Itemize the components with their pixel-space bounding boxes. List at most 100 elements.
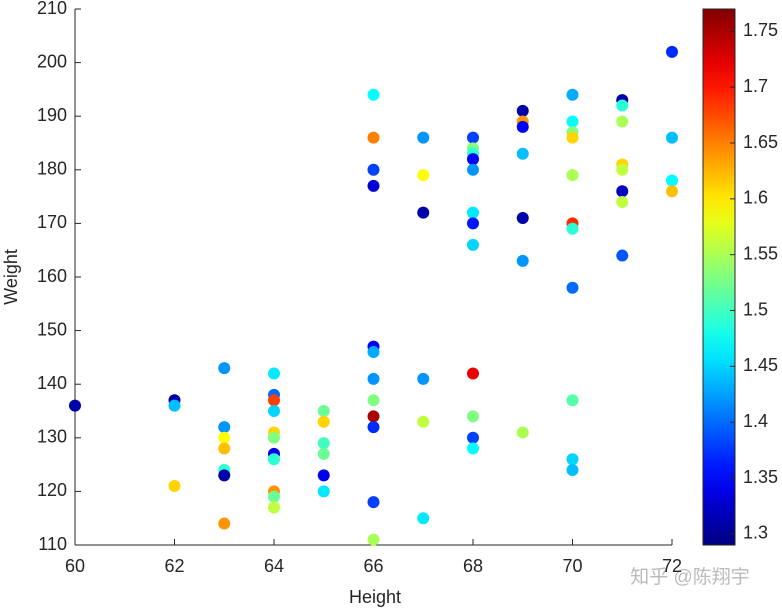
x-axis-label: Height xyxy=(349,587,401,607)
point xyxy=(218,442,231,455)
x-tick-label: 70 xyxy=(562,556,582,576)
point xyxy=(168,399,181,412)
point xyxy=(566,169,579,182)
point xyxy=(317,485,330,498)
colorbar-tick-label: 1.65 xyxy=(743,132,778,152)
x-tick-label: 60 xyxy=(65,556,85,576)
point xyxy=(417,512,430,525)
point xyxy=(367,163,380,176)
point xyxy=(268,490,280,503)
point xyxy=(566,281,579,294)
point xyxy=(367,410,380,423)
point xyxy=(666,131,678,144)
x-tick-label: 64 xyxy=(264,556,284,576)
watermark: 知乎 @陈翔宇 xyxy=(630,566,750,588)
point xyxy=(417,415,430,428)
point xyxy=(516,254,529,267)
point xyxy=(467,206,479,219)
point xyxy=(467,131,479,144)
point xyxy=(467,431,479,444)
colorbar-tick-label: 1.75 xyxy=(743,20,778,40)
colorbar-tick-label: 1.7 xyxy=(743,76,768,96)
point xyxy=(666,174,678,187)
colorbar-tick-label: 1.55 xyxy=(743,243,778,263)
point xyxy=(467,163,479,176)
point xyxy=(566,222,579,235)
point xyxy=(367,88,380,101)
colorbar-tick-label: 1.6 xyxy=(743,188,768,208)
point xyxy=(566,463,579,476)
y-tick-label: 130 xyxy=(37,427,67,447)
y-tick-label: 150 xyxy=(37,319,67,339)
point xyxy=(268,431,280,444)
point xyxy=(516,212,529,225)
point xyxy=(367,394,380,407)
y-axis-label: Weight xyxy=(1,249,21,305)
point xyxy=(417,372,430,385)
point xyxy=(367,421,380,434)
point xyxy=(317,447,330,460)
point xyxy=(516,426,529,439)
y-tick-label: 190 xyxy=(37,105,67,125)
point xyxy=(218,362,231,375)
point xyxy=(268,394,280,407)
point xyxy=(516,120,529,133)
colorbar-tick-label: 1.4 xyxy=(743,411,768,431)
point xyxy=(666,185,678,198)
point xyxy=(616,99,629,112)
point xyxy=(367,496,380,509)
y-tick-label: 160 xyxy=(37,266,67,286)
colorbar-tick-label: 1.5 xyxy=(743,299,768,319)
point xyxy=(317,405,330,417)
point xyxy=(616,195,629,208)
point xyxy=(69,399,81,412)
point xyxy=(168,480,181,493)
point xyxy=(317,415,330,428)
y-tick-label: 200 xyxy=(37,51,67,71)
point xyxy=(566,115,579,128)
point xyxy=(616,115,629,128)
point xyxy=(616,185,629,198)
point xyxy=(367,533,380,546)
x-tick-label: 68 xyxy=(463,556,483,576)
x-tick-label: 66 xyxy=(363,556,383,576)
point xyxy=(616,249,629,262)
y-tick-label: 120 xyxy=(37,480,67,500)
y-tick-label: 170 xyxy=(37,212,67,232)
point xyxy=(467,153,479,166)
point xyxy=(666,45,678,58)
point xyxy=(516,147,529,160)
y-tick-label: 110 xyxy=(38,534,67,554)
point xyxy=(218,469,231,482)
y-tick-label: 210 xyxy=(37,0,67,18)
point xyxy=(467,442,479,455)
point xyxy=(467,410,479,423)
point xyxy=(317,469,330,482)
point xyxy=(367,346,380,359)
point xyxy=(367,179,380,192)
point xyxy=(566,394,579,407)
point xyxy=(218,431,231,444)
colorbar-tick-label: 1.3 xyxy=(743,523,768,543)
point xyxy=(317,437,330,450)
point xyxy=(367,372,380,385)
x-tick-label: 62 xyxy=(164,556,184,576)
point xyxy=(268,501,280,514)
point xyxy=(417,131,430,144)
colorbar-tick-label: 1.35 xyxy=(743,467,778,487)
point xyxy=(268,367,280,380)
point xyxy=(218,421,231,434)
point xyxy=(516,104,529,117)
colorbar xyxy=(702,8,736,546)
point xyxy=(566,131,579,144)
colorbar-tick-label: 1.45 xyxy=(743,355,778,375)
y-tick-label: 180 xyxy=(37,159,67,179)
point xyxy=(566,88,579,101)
point xyxy=(218,517,231,530)
point xyxy=(616,163,629,176)
point xyxy=(566,453,579,466)
x-tick-label: 72 xyxy=(662,556,682,576)
y-tick-label: 140 xyxy=(37,373,67,393)
point xyxy=(268,453,280,466)
